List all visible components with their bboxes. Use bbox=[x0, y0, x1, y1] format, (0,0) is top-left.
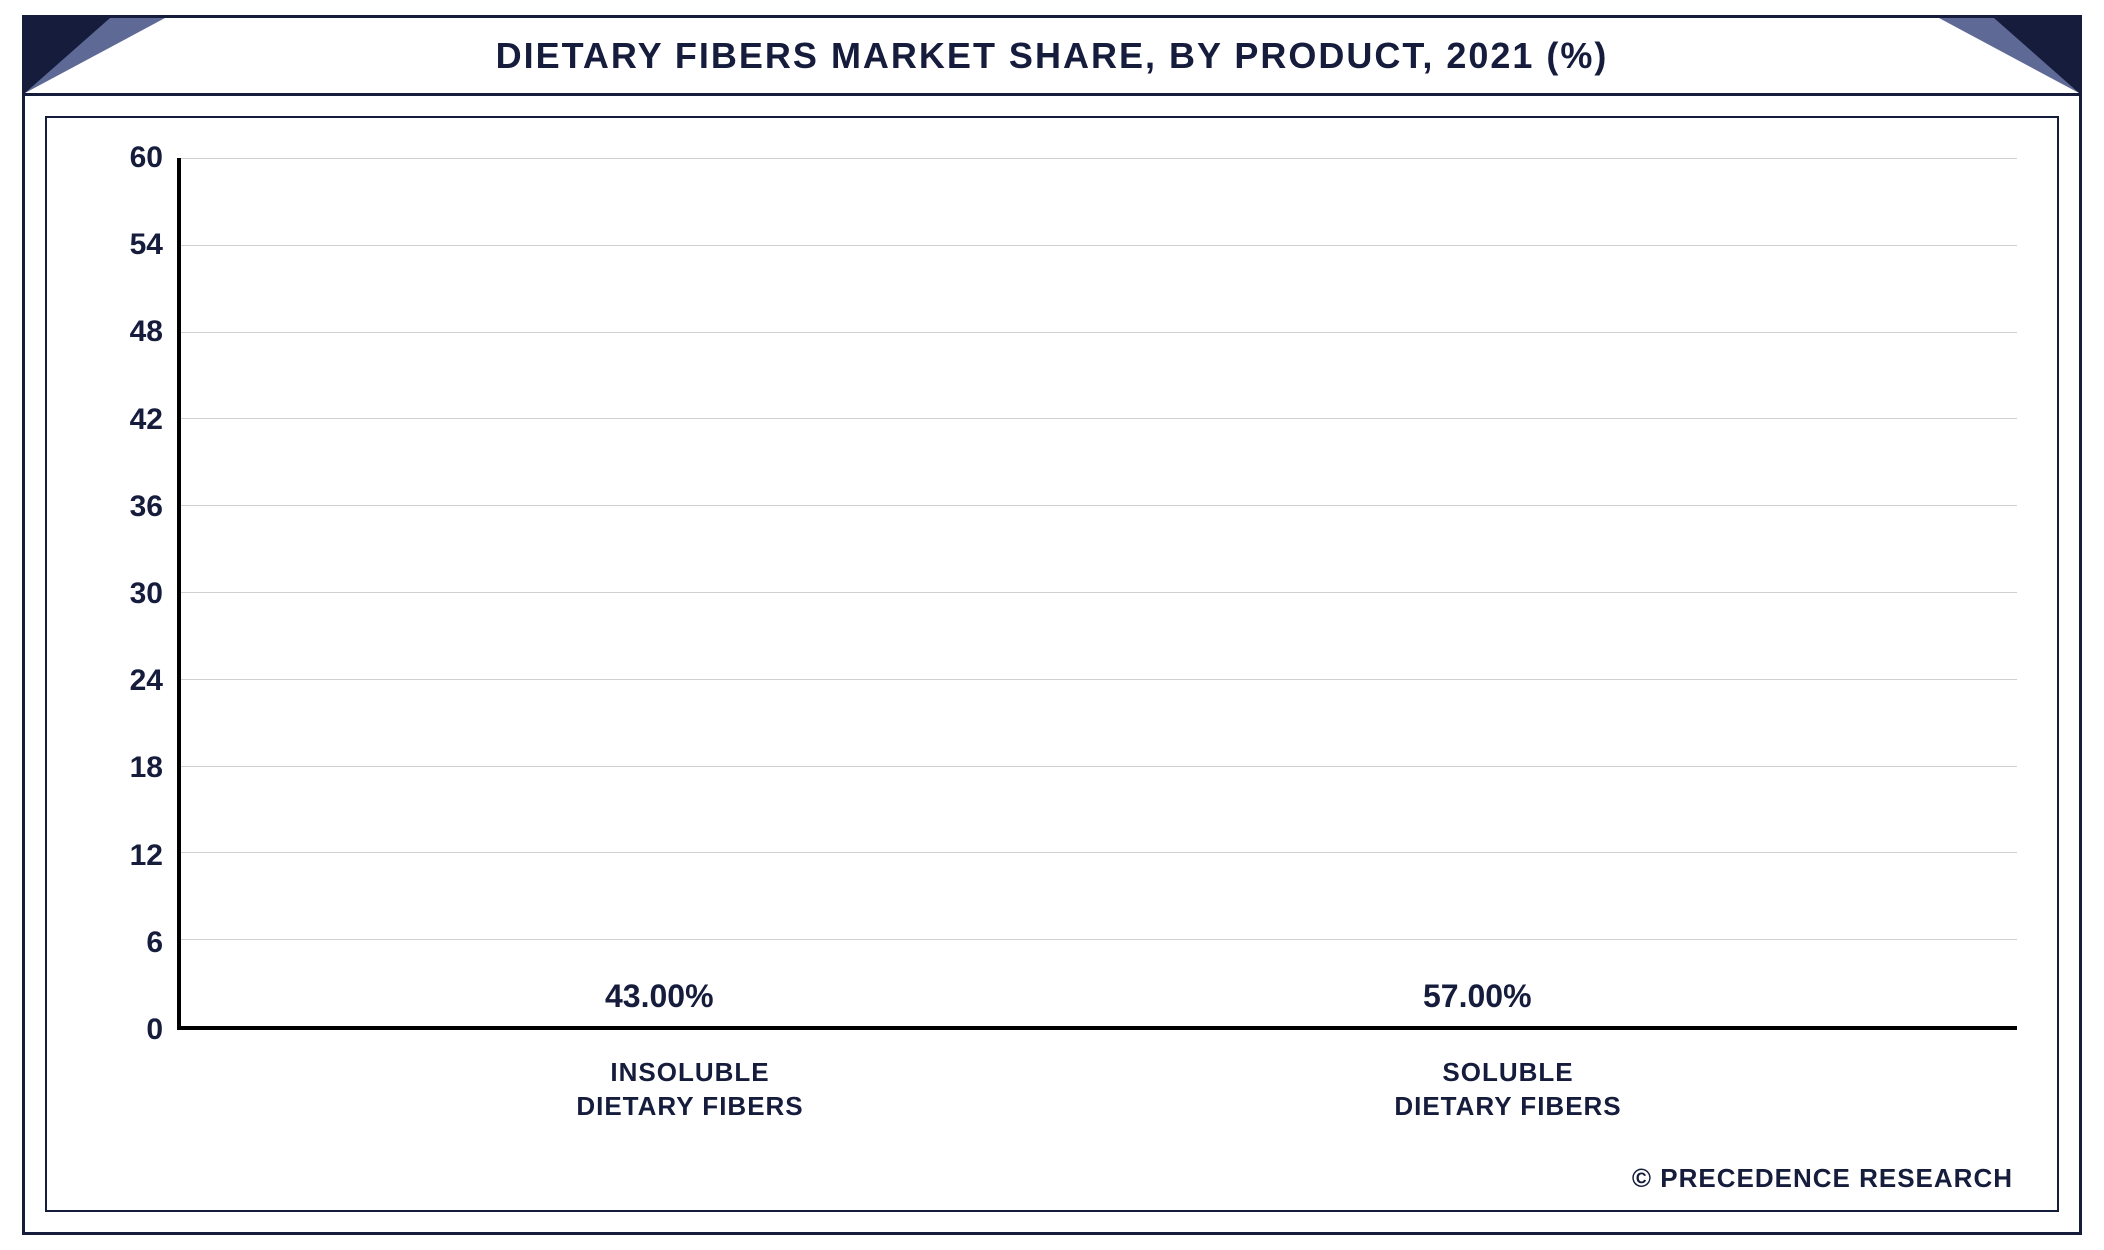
x-axis-labels: INSOLUBLEDIETARY FIBERSSOLUBLEDIETARY FI… bbox=[181, 1030, 2017, 1124]
x-axis-label: INSOLUBLEDIETARY FIBERS bbox=[281, 1056, 1099, 1124]
plot-area: 60544842363024181260 43.00% 57.00% bbox=[87, 158, 2017, 1030]
chart-outer-frame: DIETARY FIBERS MARKET SHARE, BY PRODUCT,… bbox=[22, 15, 2082, 1235]
bars-container: 43.00% 57.00% bbox=[181, 158, 2017, 1026]
corner-triangle-tr-dark bbox=[1994, 18, 2079, 93]
title-bar: DIETARY FIBERS MARKET SHARE, BY PRODUCT,… bbox=[25, 18, 2079, 96]
corner-triangle-tl-dark bbox=[25, 18, 110, 93]
bar-value-label: 43.00% bbox=[605, 978, 714, 1015]
chart-body: 60544842363024181260 43.00% 57.00% INSOLU… bbox=[25, 96, 2079, 1232]
y-axis: 60544842363024181260 bbox=[87, 158, 177, 1030]
chart-title: DIETARY FIBERS MARKET SHARE, BY PRODUCT,… bbox=[496, 35, 1609, 77]
attribution-text: © PRECEDENCE RESEARCH bbox=[1632, 1163, 2013, 1194]
bar-value-label: 57.00% bbox=[1423, 978, 1532, 1015]
chart-inner-frame: 60544842363024181260 43.00% 57.00% INSOLU… bbox=[45, 116, 2059, 1212]
x-axis-label: SOLUBLEDIETARY FIBERS bbox=[1099, 1056, 1917, 1124]
plot: 43.00% 57.00% bbox=[177, 158, 2017, 1030]
